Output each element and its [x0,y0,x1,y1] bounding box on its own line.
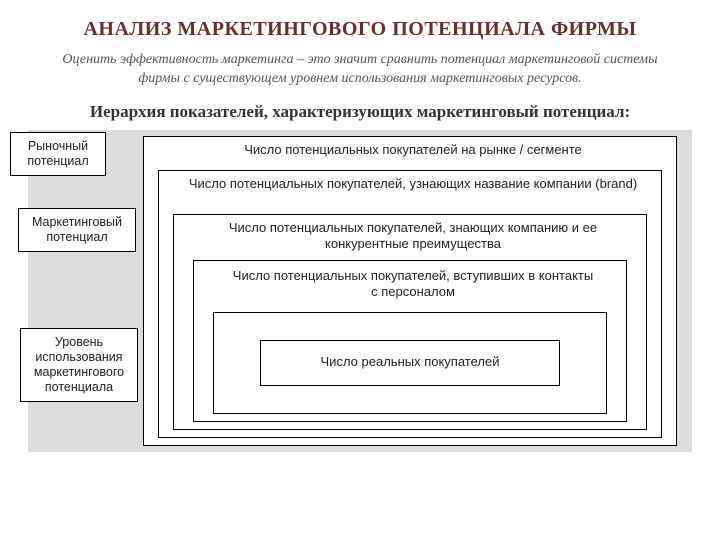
slide-subtitle: Оценить эффективность маркетинга – это з… [0,51,720,101]
hierarchy-heading: Иерархия показателей, характеризующих ма… [0,101,720,130]
slide-title: АНАЛИЗ МАРКЕТИНГОВОГО ПОТЕНЦИАЛА ФИРМЫ [0,0,720,51]
side-label-s3: Уровень использования маркетингового пот… [20,328,138,402]
nested-box-text-b1: Число потенциальных покупателей на рынке… [168,142,658,158]
side-label-s2: Маркетинговый потенциал [18,208,136,252]
nested-box-text-b4: Число потенциальных покупателей, вступив… [228,268,598,301]
nested-box-text-b2: Число потенциальных покупателей, узнающи… [178,176,648,192]
hierarchy-diagram: Число потенциальных покупателей на рынке… [28,130,692,452]
nested-box-text-b6: Число реальных покупателей [268,354,552,370]
nested-box-text-b3: Число потенциальных покупателей, знающих… [188,220,638,253]
side-label-s1: Рыночный потенциал [10,132,106,176]
